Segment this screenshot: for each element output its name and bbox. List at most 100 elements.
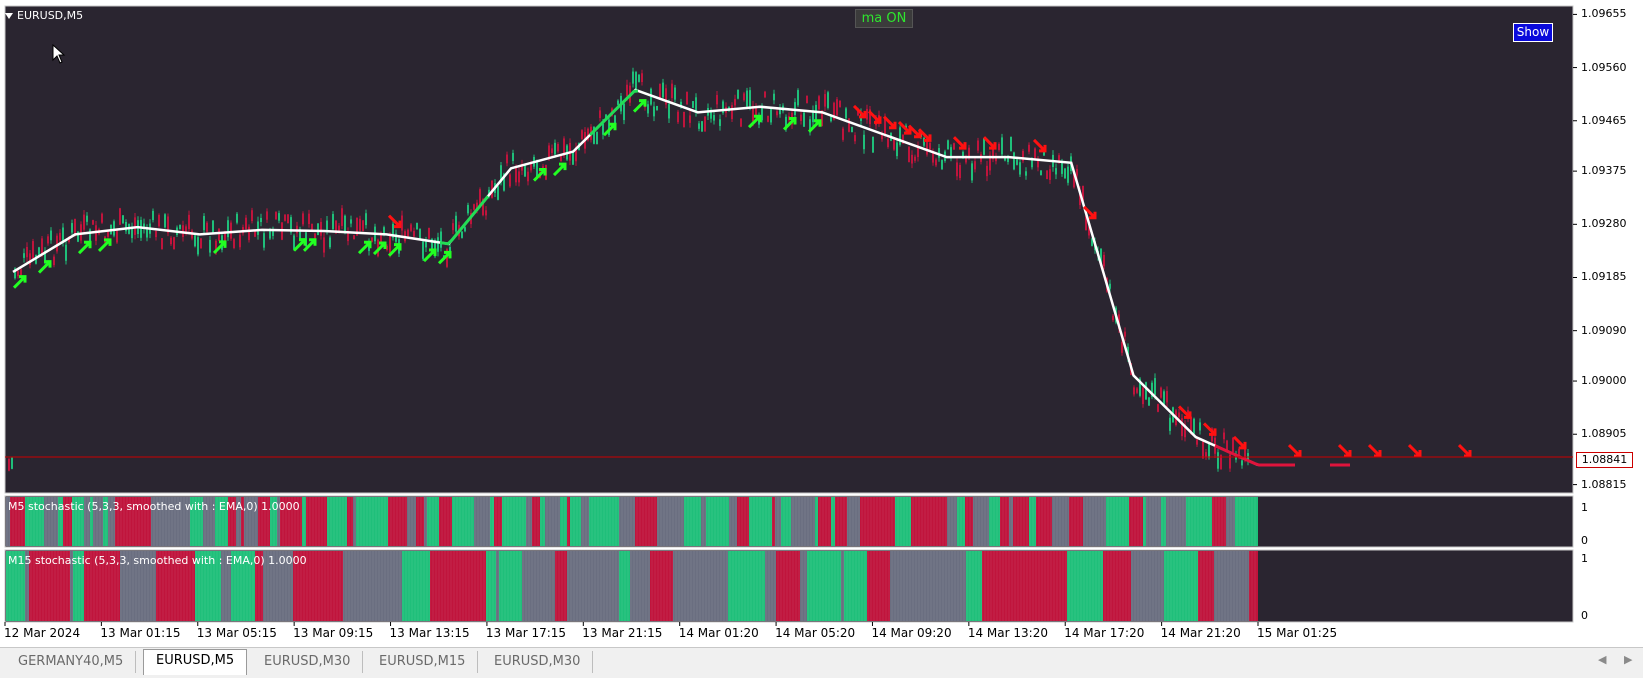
candle-body: [701, 121, 703, 132]
candle-body: [74, 218, 76, 237]
candle-body: [989, 155, 991, 171]
candle-body: [815, 104, 817, 122]
stochastic-bar: [311, 497, 327, 546]
candle-body: [215, 240, 217, 254]
stochastic-bar: [458, 497, 474, 546]
candle-body: [698, 123, 700, 129]
candle-body: [290, 217, 292, 233]
chart-canvas[interactable]: [0, 0, 1643, 640]
stochastic-bar: [818, 497, 831, 546]
stochastic-bar: [296, 497, 302, 546]
symbol-header[interactable]: EURUSD,M5: [5, 9, 83, 22]
candle-body: [893, 139, 895, 150]
candle-body: [491, 180, 493, 198]
buy-arrow-icon: [782, 116, 797, 131]
candle-body: [53, 256, 55, 266]
stochastic-bar: [29, 551, 70, 621]
stochastic-bar: [486, 551, 496, 621]
stochastic-bar: [44, 497, 58, 546]
candle-body: [635, 72, 637, 90]
candle-body: [71, 223, 73, 233]
stochastic-bar: [490, 497, 494, 546]
candle-body: [947, 140, 949, 150]
candle-body: [167, 216, 169, 234]
stochastic-bar: [619, 551, 630, 621]
stochastic-bar: [867, 551, 890, 621]
candle-body: [482, 198, 484, 216]
candle-body: [50, 230, 52, 241]
tab-eurusd-m30[interactable]: EURUSD,M30: [252, 651, 364, 673]
tab-eurusd-m15[interactable]: EURUSD,M15: [367, 651, 479, 673]
chart-area[interactable]: EURUSD,M5 ma ON Show M5 stochastic (5,3,…: [0, 0, 1643, 640]
stochastic-bar: [255, 551, 263, 621]
candle-body: [575, 147, 577, 162]
candle-body: [479, 189, 481, 207]
stochastic-bar: [567, 551, 591, 621]
price-axis-label: 1.09655: [1581, 7, 1627, 21]
stochastic-bar: [647, 497, 657, 546]
candle-body: [881, 133, 883, 140]
tab-eurusd-m30-2[interactable]: EURUSD,M30: [482, 651, 594, 673]
candle-body: [1088, 226, 1090, 236]
candle-body: [1145, 382, 1147, 400]
candle-body: [551, 148, 553, 153]
price-axis-label: 1.08905: [1581, 427, 1627, 441]
ma-status-badge[interactable]: ma ON: [855, 9, 913, 28]
stochastic-bar: [684, 497, 690, 546]
candle-body: [617, 100, 619, 105]
sell-arrow-icon: [1082, 205, 1097, 220]
candle-body: [1037, 160, 1039, 168]
stochastic-bar: [841, 551, 844, 621]
candle-body: [917, 145, 919, 158]
candle-body: [986, 165, 988, 177]
stochastic-bar: [6, 551, 25, 621]
stochastic-bar: [581, 497, 589, 546]
buy-arrow-icon: [212, 240, 227, 254]
candle-body: [1034, 148, 1036, 160]
stochastic-bar: [1116, 497, 1126, 546]
scroll-left-icon[interactable]: ◀: [1598, 653, 1607, 666]
collapse-triangle-icon[interactable]: [5, 12, 13, 19]
candle-body: [419, 228, 421, 240]
candle-body: [1163, 391, 1165, 405]
tab-eurusd-m5[interactable]: EURUSD,M5: [143, 649, 248, 675]
candle-body: [509, 174, 511, 187]
price-axis-label: 1.09375: [1581, 164, 1627, 178]
candle-body: [425, 241, 427, 248]
candle-body: [113, 221, 115, 236]
sell-arrow-icon: [982, 136, 997, 150]
sell-arrow-icon: [897, 121, 912, 135]
candle-body: [1040, 170, 1042, 176]
stochastic-bar: [698, 551, 728, 621]
show-button[interactable]: Show: [1513, 23, 1553, 42]
candle-body: [233, 239, 235, 248]
candle-body: [722, 101, 724, 113]
stochastic-bar: [280, 497, 296, 546]
stochastic-bar: [555, 551, 567, 621]
candle-body: [527, 171, 529, 182]
buy-arrow-icon: [437, 250, 452, 265]
candle-body: [248, 226, 250, 241]
candle-body: [803, 112, 805, 127]
stochastic-bar: [706, 497, 716, 546]
candle-body: [386, 245, 388, 250]
candle-body: [338, 225, 340, 231]
sell-arrow-icon: [1032, 138, 1047, 153]
scroll-right-icon[interactable]: ▶: [1624, 653, 1633, 666]
stochastic-bar: [591, 551, 619, 621]
candle-body: [1085, 215, 1087, 231]
candle-body: [824, 94, 826, 107]
stochastic-bar: [729, 497, 737, 546]
candle-body: [206, 222, 208, 232]
candle-body: [158, 214, 160, 227]
candle-body: [653, 106, 655, 117]
sell-arrow-icon: [952, 136, 967, 150]
tab-germany40-m5[interactable]: GERMANY40,M5: [6, 651, 137, 673]
sell-arrow-icon: [1177, 405, 1192, 419]
candle-body: [827, 92, 829, 108]
candle-body: [677, 111, 679, 123]
stochastic-bar: [1164, 551, 1198, 621]
candle-body: [1208, 443, 1210, 458]
chart-tab-bar: GERMANY40,M5 EURUSD,M5 EURUSD,M30 EURUSD…: [0, 647, 1643, 678]
candle-body: [1067, 166, 1069, 183]
